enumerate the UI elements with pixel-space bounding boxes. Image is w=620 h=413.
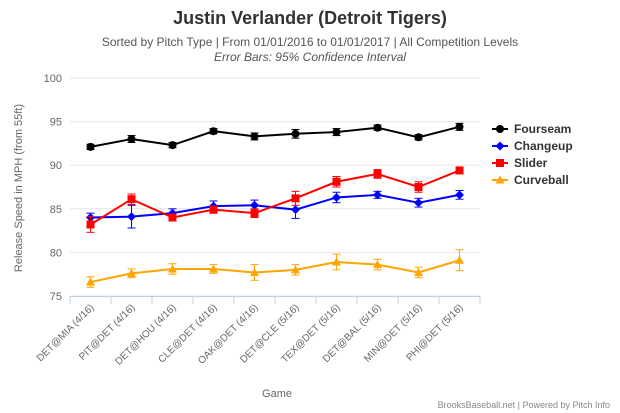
point-fourseam <box>86 142 95 151</box>
point-curveball <box>209 264 218 273</box>
series-changeup <box>86 189 464 229</box>
y-tick-label-85: 85 <box>50 204 62 216</box>
point-slider <box>291 194 300 203</box>
point-slider <box>373 169 382 178</box>
series-slider <box>86 166 464 233</box>
point-slider <box>332 177 341 186</box>
credit-text[interactable]: BrooksBaseball.net | Powered by Pitch In… <box>438 400 610 410</box>
point-fourseam <box>332 128 341 137</box>
legend-marker-curveball <box>495 175 505 184</box>
series-layer <box>86 122 464 288</box>
legend-item-fourseam[interactable]: Fourseam <box>492 122 571 136</box>
legend-marker-changeup <box>495 141 505 151</box>
point-curveball <box>127 268 136 277</box>
point-fourseam <box>250 132 259 141</box>
point-changeup <box>414 198 423 208</box>
point-fourseam <box>127 135 136 144</box>
point-slider <box>209 205 218 214</box>
chart-subtitle: Sorted by Pitch Type | From 01/01/2016 t… <box>102 35 518 49</box>
point-curveball <box>168 264 177 273</box>
point-changeup <box>127 212 136 222</box>
legend-item-changeup[interactable]: Changeup <box>492 139 573 153</box>
series-line-slider <box>89 169 460 226</box>
y-tick-label-90: 90 <box>50 160 62 172</box>
legend-label-slider: Slider <box>514 156 548 170</box>
legend-marker-fourseam <box>496 125 504 133</box>
y-axis-title: Release Speed in MPH (from 55ft) <box>13 104 25 272</box>
point-slider <box>250 209 259 218</box>
chart-title: Justin Verlander (Detroit Tigers) <box>173 8 447 28</box>
point-changeup <box>332 192 341 202</box>
y-tick-label-100: 100 <box>44 73 62 85</box>
point-changeup <box>455 190 464 200</box>
legend-item-slider[interactable]: Slider <box>492 156 548 170</box>
point-curveball <box>373 260 382 269</box>
legend[interactable]: Fourseam Changeup Slider Curveball <box>492 122 573 187</box>
point-changeup <box>291 205 300 215</box>
point-fourseam <box>373 123 382 132</box>
series-curveball <box>86 249 464 288</box>
legend-label-changeup: Changeup <box>514 139 573 153</box>
point-slider <box>455 166 464 175</box>
point-curveball <box>455 255 464 264</box>
point-curveball <box>86 277 95 286</box>
point-changeup <box>373 190 382 200</box>
point-fourseam <box>291 129 300 138</box>
point-curveball <box>250 267 259 276</box>
point-fourseam <box>168 141 177 150</box>
chart-subtitle-error-bars: Error Bars: 95% Confidence Interval <box>214 50 406 64</box>
series-line-changeup <box>90 193 460 219</box>
point-slider <box>414 183 423 191</box>
y-tick-label-80: 80 <box>50 247 62 259</box>
series-fourseam <box>86 122 464 151</box>
point-fourseam <box>455 122 464 131</box>
y-tick-label-95: 95 <box>50 117 62 129</box>
point-slider <box>127 195 136 204</box>
x-axis-title: Game <box>262 388 292 400</box>
series-line-fourseam <box>90 125 460 148</box>
point-curveball <box>414 267 423 276</box>
point-changeup <box>250 200 259 210</box>
point-slider <box>86 220 95 229</box>
point-fourseam <box>209 127 218 136</box>
point-fourseam <box>414 133 423 142</box>
point-slider <box>168 213 177 222</box>
legend-item-curveball[interactable]: Curveball <box>492 173 569 187</box>
point-curveball <box>291 265 300 274</box>
point-curveball <box>332 257 341 266</box>
legend-label-fourseam: Fourseam <box>514 122 571 136</box>
x-axis: DET@MIA (4/16)PIT@DET (4/16)DET@HOU (4/1… <box>35 296 481 368</box>
legend-marker-slider <box>496 159 504 167</box>
legend-label-curveball: Curveball <box>514 173 569 187</box>
series-line-curveball <box>90 259 460 284</box>
y-tick-label-75: 75 <box>50 291 62 303</box>
y-axis-ticks: 75 80 85 90 95 100 <box>44 73 62 303</box>
